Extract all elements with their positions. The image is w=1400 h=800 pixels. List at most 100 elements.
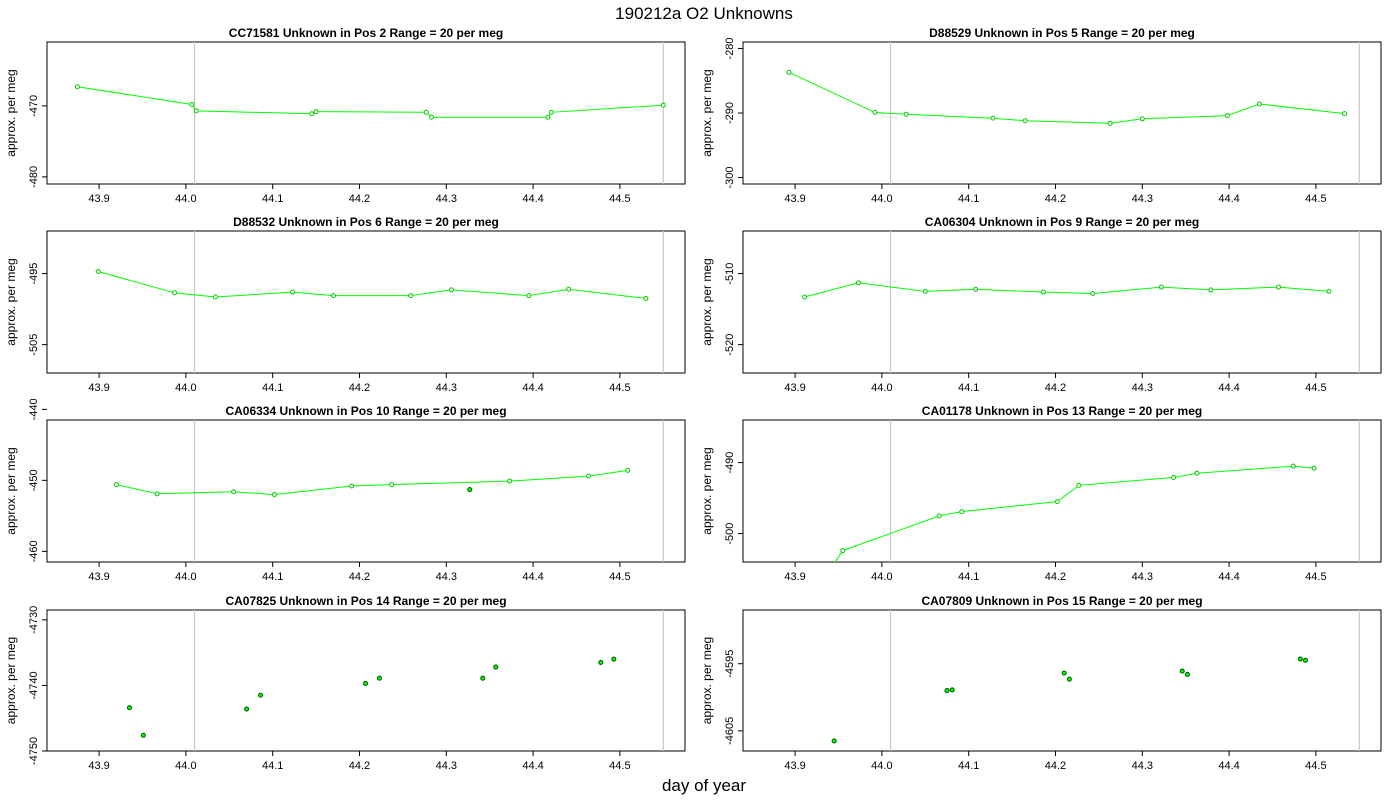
data-point bbox=[545, 114, 551, 120]
data-point bbox=[1066, 676, 1072, 682]
panels-group: CC71581 Unknown in Pos 2 Range = 20 per … bbox=[4, 26, 1382, 772]
x-tick-label: 44.2 bbox=[349, 382, 370, 394]
data-point bbox=[244, 706, 250, 712]
panel-7: CA07825 Unknown in Pos 14 Range = 20 per… bbox=[4, 594, 686, 772]
x-tick-label: 44.0 bbox=[175, 193, 196, 205]
x-tick-label: 44.4 bbox=[1218, 193, 1239, 205]
data-point bbox=[1022, 118, 1028, 124]
data-point bbox=[493, 664, 499, 670]
data-point bbox=[467, 487, 473, 493]
plot-frame bbox=[46, 419, 686, 563]
y-tick-label: -4595 bbox=[724, 650, 736, 678]
data-point bbox=[855, 280, 861, 286]
y-axis-label: approx. per meg bbox=[4, 637, 18, 724]
series-line bbox=[804, 282, 1329, 298]
x-tick-label: 44.1 bbox=[262, 760, 283, 772]
data-point bbox=[1224, 113, 1230, 119]
x-tick-label: 44.5 bbox=[609, 193, 630, 205]
x-tick-label: 44.0 bbox=[871, 193, 892, 205]
y-axis-label: approx. per meg bbox=[700, 69, 714, 156]
panel-2: D88529 Unknown in Pos 5 Range = 20 per m… bbox=[700, 26, 1382, 205]
plot-frame bbox=[742, 41, 1382, 185]
x-tick-label: 44.2 bbox=[1045, 382, 1066, 394]
x-tick-label: 44.3 bbox=[436, 760, 457, 772]
x-tick-label: 43.9 bbox=[784, 193, 805, 205]
data-point bbox=[1311, 465, 1317, 471]
data-series bbox=[74, 84, 666, 120]
series-line bbox=[116, 469, 628, 496]
data-point bbox=[423, 109, 429, 115]
y-tick-label: -470 bbox=[28, 95, 40, 117]
data-point bbox=[1194, 470, 1200, 476]
plot-frame bbox=[46, 41, 686, 185]
x-tick-label: 44.0 bbox=[175, 571, 196, 583]
x-tick-label: 43.9 bbox=[88, 382, 109, 394]
y-tick-label: -495 bbox=[28, 263, 40, 285]
x-tick-label: 44.2 bbox=[349, 193, 370, 205]
data-point bbox=[959, 509, 965, 515]
data-point bbox=[643, 295, 649, 301]
data-series bbox=[113, 467, 631, 498]
data-point bbox=[1158, 284, 1164, 290]
data-point bbox=[831, 738, 837, 744]
x-tick-label: 44.5 bbox=[609, 760, 630, 772]
panel-title: CA01178 Unknown in Pos 13 Range = 20 per… bbox=[922, 404, 1202, 418]
data-point bbox=[1302, 657, 1309, 663]
data-point bbox=[660, 102, 666, 108]
data-point bbox=[1090, 290, 1096, 296]
data-point bbox=[1276, 284, 1282, 290]
x-tick-label: 44.4 bbox=[522, 193, 543, 205]
x-tick-label: 44.2 bbox=[1045, 571, 1066, 583]
data-point bbox=[786, 69, 792, 75]
y-tick-label: -300 bbox=[724, 167, 736, 189]
panel-title: CC71581 Unknown in Pos 2 Range = 20 per … bbox=[229, 26, 503, 40]
panel-1: CC71581 Unknown in Pos 2 Range = 20 per … bbox=[4, 26, 686, 205]
x-tick-label: 44.4 bbox=[522, 571, 543, 583]
y-tick-label: -480 bbox=[28, 166, 40, 188]
series-line bbox=[788, 71, 1345, 124]
data-point bbox=[429, 114, 435, 120]
series-line bbox=[98, 271, 646, 299]
x-tick-label: 43.9 bbox=[88, 193, 109, 205]
data-point bbox=[548, 109, 554, 115]
y-tick-label: -4730 bbox=[28, 606, 40, 634]
data-point bbox=[1342, 111, 1348, 117]
data-point bbox=[1184, 671, 1190, 678]
x-tick-label: 44.0 bbox=[871, 571, 892, 583]
x-tick-label: 44.1 bbox=[958, 193, 979, 205]
data-point bbox=[140, 732, 146, 738]
x-tick-label: 44.5 bbox=[1305, 382, 1326, 394]
x-tick-label: 44.5 bbox=[609, 382, 630, 394]
panel-4: CA06304 Unknown in Pos 9 Range = 20 per … bbox=[700, 215, 1382, 394]
x-tick-label: 44.3 bbox=[1132, 760, 1153, 772]
y-axis-label: approx. per meg bbox=[700, 258, 714, 345]
panel-6: CA01178 Unknown in Pos 13 Range = 20 per… bbox=[700, 404, 1382, 583]
data-point bbox=[193, 108, 199, 114]
data-point bbox=[936, 513, 942, 519]
data-point bbox=[189, 101, 195, 107]
data-point bbox=[1107, 120, 1113, 126]
x-tick-label: 43.9 bbox=[784, 760, 805, 772]
data-point bbox=[1171, 475, 1177, 481]
data-point bbox=[1076, 482, 1082, 488]
data-point bbox=[1290, 463, 1296, 469]
x-tick-label: 44.3 bbox=[436, 382, 457, 394]
data-point bbox=[480, 675, 486, 681]
panel-title: CA07825 Unknown in Pos 14 Range = 20 per… bbox=[225, 594, 506, 608]
data-point bbox=[1054, 499, 1060, 505]
data-point bbox=[922, 288, 928, 294]
plot-frame bbox=[46, 609, 686, 752]
data-point bbox=[330, 293, 336, 299]
data-point bbox=[389, 482, 395, 488]
data-series bbox=[95, 268, 649, 301]
data-point bbox=[840, 548, 846, 554]
data-point bbox=[944, 688, 950, 694]
data-point bbox=[1208, 287, 1214, 293]
x-tick-label: 44.2 bbox=[1045, 760, 1066, 772]
plot-frame bbox=[742, 419, 1382, 563]
series-line bbox=[77, 86, 664, 118]
data-point bbox=[526, 293, 532, 299]
data-point bbox=[949, 687, 955, 693]
x-tick-label: 44.2 bbox=[349, 571, 370, 583]
